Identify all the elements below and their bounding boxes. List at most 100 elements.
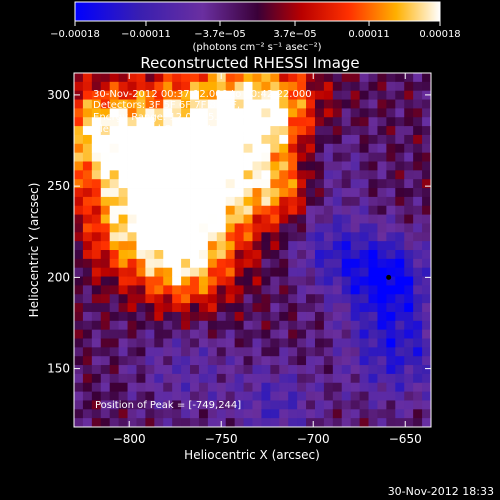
heatmap-cell [332,303,343,313]
heatmap-cell [198,143,209,154]
heatmap-cell [216,276,227,286]
heatmap-cell [74,223,84,233]
heatmap-cell [306,400,316,410]
heatmap-cell [163,258,173,269]
colorbar-tick-label: 3.7e−05 [273,29,316,40]
heatmap-cell [234,267,244,277]
heatmap-cell [341,223,352,233]
heatmap-cell [207,179,218,189]
heatmap-cell [323,188,334,198]
heatmap-cell [163,232,173,242]
heatmap-cell [136,250,146,260]
heatmap-cell [404,196,414,207]
heatmap-cell [181,347,191,357]
heatmap-cell [332,400,343,410]
heatmap-cell [279,161,289,171]
heatmap-cell [270,294,280,304]
heatmap-cell [91,311,102,322]
heatmap-cell [225,188,236,198]
heatmap-cell [118,188,128,198]
heatmap-cell [127,373,137,384]
heatmap-cell [91,294,102,304]
heatmap-cell [163,241,173,251]
heatmap-cell [74,232,84,242]
heatmap-cell [368,418,378,427]
heatmap-cell [145,81,155,92]
heatmap-cell [341,99,352,109]
heatmap-cell [136,73,146,83]
heatmap-cell [252,214,262,224]
heatmap-cell [181,223,191,233]
heatmap-cell [422,258,431,269]
heatmap-cell [279,73,289,83]
heatmap-cell [368,294,378,304]
heatmap-cell [127,294,137,304]
heatmap-cell [368,134,378,145]
heatmap-cell [350,329,361,339]
heatmap-cell [172,356,182,366]
heatmap-cell [288,161,298,171]
heatmap-cell [118,214,128,224]
heatmap-cell [198,294,209,304]
heatmap-cell [74,311,84,322]
heatmap-cell [350,223,361,233]
heatmap-cell [395,356,405,366]
heatmap-cell [136,188,146,198]
heatmap-cell [100,285,111,295]
heatmap-cell [288,232,298,242]
heatmap-cell [145,170,155,180]
heatmap-cell [341,152,352,162]
heatmap-cell [118,179,128,189]
heatmap-cell [395,196,405,207]
heatmap-cell [127,356,137,366]
heatmap-cell [252,400,262,410]
heatmap-cell [118,311,128,322]
heatmap-cell [91,143,102,154]
heatmap-cell [377,267,387,277]
heatmap-cell [413,196,423,207]
heatmap-cell [127,276,137,286]
heatmap-cell [341,303,352,313]
heatmap-cell [136,294,146,304]
heatmap-cell [297,205,307,215]
heatmap-cell [332,320,343,331]
heatmap-cell [82,418,93,427]
heatmap-cell [261,303,271,313]
heatmap-cell [279,356,289,366]
heatmap-cell [145,320,155,331]
heatmap-cell [181,196,191,207]
heatmap-cell [323,347,334,357]
heatmap-cell [297,73,307,83]
heatmap-cell [279,250,289,260]
heatmap-cell [359,143,369,154]
heatmap-cell [136,311,146,322]
heatmap-cell [323,418,334,427]
heatmap-cell [404,250,414,260]
heatmap-cell [386,196,396,207]
heatmap-cell [359,126,369,136]
heatmap-cell [350,126,361,136]
heatmap-cell [288,365,298,375]
heatmap-cell [261,267,271,277]
heatmap-cell [136,373,146,384]
heatmap-cell [163,356,173,366]
heatmap-cell [404,90,414,100]
heatmap-cell [323,294,334,304]
heatmap-cell [359,267,369,277]
heatmap-cell [404,303,414,313]
heatmap-cell [422,81,431,92]
heatmap-cell [74,143,84,154]
heatmap-cell [198,196,209,207]
heatmap-cell [109,365,120,375]
heatmap-cell [145,108,155,118]
heatmap-cell [368,356,378,366]
heatmap-cell [323,179,334,189]
heatmap-cell [127,73,137,83]
heatmap-cell [270,117,280,127]
heatmap-cell [261,285,271,295]
heatmap-cell [270,409,280,419]
heatmap-cell [163,320,173,331]
heatmap-cell [261,170,271,180]
heatmap-cell [100,134,111,145]
heatmap-cell [243,320,253,331]
